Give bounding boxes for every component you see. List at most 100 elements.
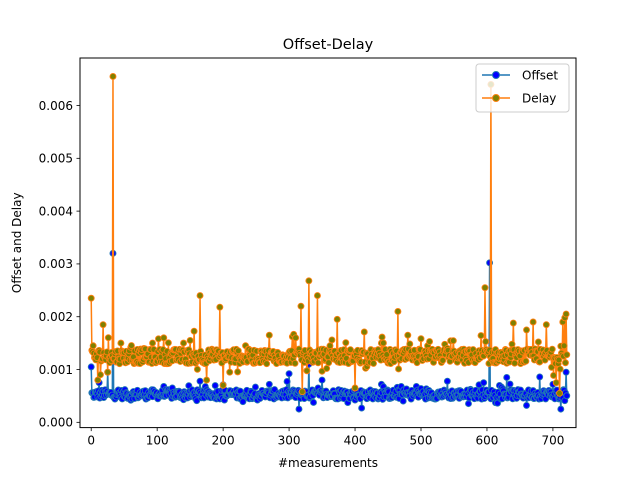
plot-area <box>87 73 571 413</box>
series-offset <box>87 249 571 413</box>
delay-point <box>291 359 299 367</box>
y-axis-label: Offset and Delay <box>10 192 24 293</box>
offset-point <box>563 392 571 400</box>
delay-point <box>160 334 168 342</box>
y-tick-label: 0.002 <box>39 310 73 324</box>
delay-point <box>297 302 305 310</box>
delay-point <box>196 292 204 300</box>
delay-point <box>96 371 104 379</box>
delay-point <box>333 315 341 323</box>
delay-point <box>555 356 563 364</box>
delay-point <box>360 328 368 336</box>
delay-point <box>219 381 227 389</box>
delay-point <box>305 277 313 285</box>
delay-point <box>180 339 188 347</box>
y-tick-label: 0.006 <box>39 99 73 113</box>
delay-point <box>149 339 157 347</box>
x-tick-label: 500 <box>410 434 433 448</box>
delay-point <box>109 73 117 80</box>
delay-point <box>562 359 569 367</box>
delay-point <box>104 334 112 342</box>
delay-point <box>529 318 537 326</box>
delay-point <box>542 321 550 329</box>
offset-point <box>310 399 317 406</box>
delay-point <box>394 307 402 315</box>
chart-title: Offset-Delay <box>283 37 374 53</box>
y-tick-label: 0.004 <box>39 204 73 218</box>
delay-point <box>87 294 95 302</box>
offset-point <box>399 397 407 405</box>
x-tick-label: 400 <box>344 434 367 448</box>
delay-point <box>552 379 560 387</box>
delay-point <box>404 331 412 339</box>
delay-point <box>314 359 322 367</box>
x-tick-label: 300 <box>278 434 301 448</box>
x-tick-label: 0 <box>87 434 95 448</box>
offset-point <box>358 404 366 412</box>
legend: Offset Delay <box>475 63 570 113</box>
offset-point <box>283 377 291 385</box>
offset-point <box>251 383 259 391</box>
offset-point <box>318 376 326 384</box>
delay-point <box>203 376 211 384</box>
x-axis-label: #measurements <box>278 456 378 470</box>
delay-point <box>556 389 563 397</box>
delay-point <box>186 337 194 344</box>
delay-point <box>127 342 135 350</box>
delay-point <box>560 342 568 350</box>
x-tick-label: 700 <box>541 434 564 448</box>
delay-point <box>439 356 447 364</box>
delay-point <box>314 292 321 300</box>
delay-point <box>292 334 300 342</box>
x-tick-label: 600 <box>476 434 499 448</box>
delay-point <box>164 339 172 347</box>
offset-point <box>562 368 570 376</box>
delay-point <box>328 336 336 344</box>
delay-point <box>395 365 403 373</box>
x-axis: 0 100 200 300 400 500 600 700 <box>87 427 564 448</box>
offset-point <box>87 363 95 371</box>
delay-point <box>481 284 489 292</box>
y-axis: 0.000 0.001 0.002 0.003 0.004 0.005 0.006 <box>39 99 80 430</box>
delay-point <box>550 371 558 379</box>
delay-point <box>509 319 517 327</box>
y-tick-label: 0.000 <box>39 416 73 430</box>
offset-point <box>239 398 247 406</box>
delay-point <box>117 339 125 347</box>
y-tick-label: 0.001 <box>39 363 73 377</box>
axes-frame <box>79 57 577 429</box>
offset-point <box>557 405 565 413</box>
delay-point <box>522 357 530 365</box>
offset-point <box>523 401 530 409</box>
delay-point <box>89 342 97 350</box>
delay-point <box>99 321 107 329</box>
offset-point <box>465 400 472 408</box>
delay-point <box>417 335 425 343</box>
legend-offset-marker <box>492 71 500 79</box>
offset-point <box>503 373 511 381</box>
y-tick-label: 0.005 <box>39 152 73 166</box>
offset-point <box>480 379 488 387</box>
offset-point <box>265 380 273 388</box>
delay-point <box>562 310 570 318</box>
delay-point <box>370 359 377 367</box>
delay-point <box>534 338 542 346</box>
delay-point <box>234 368 242 376</box>
legend-delay-marker <box>492 94 500 102</box>
series-delay <box>87 73 571 397</box>
delay-point <box>326 342 334 350</box>
offset-point <box>285 370 293 378</box>
delay-point <box>193 365 201 373</box>
offset-point <box>506 380 514 388</box>
delay-point <box>511 359 519 367</box>
delay-point <box>298 388 306 396</box>
delay-point <box>94 376 102 384</box>
delay-point <box>265 331 273 339</box>
legend-delay-label: Delay <box>522 92 556 106</box>
delay-point <box>323 364 331 372</box>
x-tick-label: 100 <box>146 434 169 448</box>
delay-point <box>548 345 556 353</box>
delay-point <box>190 327 198 335</box>
legend-offset-label: Offset <box>522 69 558 83</box>
